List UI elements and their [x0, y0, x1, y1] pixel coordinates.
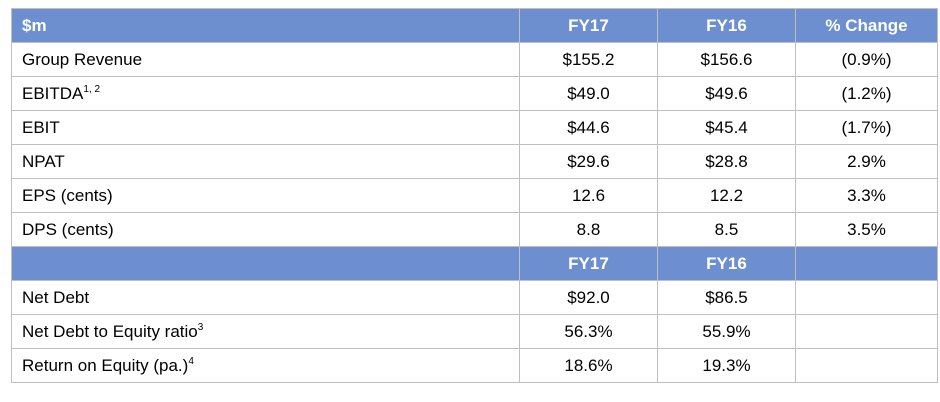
header2-empty [795, 246, 938, 281]
header2-fy16: FY16 [657, 246, 796, 281]
fy17-value: 56.3% [519, 314, 658, 349]
fy16-value: $45.4 [657, 110, 796, 145]
table-row: EBITDA1, 2 $49.0 $49.6 (1.2%) [11, 76, 938, 111]
row-label: Return on Equity (pa.)4 [11, 348, 520, 383]
change-value: 3.3% [795, 178, 938, 213]
change-value: (1.2%) [795, 76, 938, 111]
header-label: $m [11, 8, 520, 43]
fy16-value: $86.5 [657, 280, 796, 315]
fy17-value: $29.6 [519, 144, 658, 179]
row-label: EBIT [11, 110, 520, 145]
header-fy17: FY17 [519, 8, 658, 43]
fy17-value: $155.2 [519, 42, 658, 77]
header-fy16: FY16 [657, 8, 796, 43]
header-row: $m FY17 FY16 % Change [11, 8, 938, 43]
table-row: Net Debt to Equity ratio3 56.3% 55.9% [11, 314, 938, 349]
table-row: Net Debt $92.0 $86.5 [11, 280, 938, 315]
fy17-value: $44.6 [519, 110, 658, 145]
row-label: NPAT [11, 144, 520, 179]
table-row: EBIT $44.6 $45.4 (1.7%) [11, 110, 938, 145]
table-row: NPAT $29.6 $28.8 2.9% [11, 144, 938, 179]
fy17-value: $49.0 [519, 76, 658, 111]
row-label: Group Revenue [11, 42, 520, 77]
header-change: % Change [795, 8, 938, 43]
fy16-value: 55.9% [657, 314, 796, 349]
fy17-value: 12.6 [519, 178, 658, 213]
table-row: EPS (cents) 12.6 12.2 3.3% [11, 178, 938, 213]
table-row: Group Revenue $155.2 $156.6 (0.9%) [11, 42, 938, 77]
change-value: 2.9% [795, 144, 938, 179]
row-label: EBITDA1, 2 [11, 76, 520, 111]
fy17-value: 8.8 [519, 212, 658, 247]
fy17-value: $92.0 [519, 280, 658, 315]
fy16-value: 19.3% [657, 348, 796, 383]
header2-fy17: FY17 [519, 246, 658, 281]
row-label: DPS (cents) [11, 212, 520, 247]
table-row: DPS (cents) 8.8 8.5 3.5% [11, 212, 938, 247]
header-label-empty [11, 246, 520, 281]
change-value: 3.5% [795, 212, 938, 247]
row-label: EPS (cents) [11, 178, 520, 213]
change-value: (1.7%) [795, 110, 938, 145]
table-row: Return on Equity (pa.)4 18.6% 19.3% [11, 348, 938, 383]
change-value: (0.9%) [795, 42, 938, 77]
fy16-value: 8.5 [657, 212, 796, 247]
second-header-row: FY17 FY16 [11, 246, 938, 281]
fy16-value: $28.8 [657, 144, 796, 179]
empty-cell [795, 348, 938, 383]
fy17-value: 18.6% [519, 348, 658, 383]
footnote-ref: 4 [188, 355, 194, 367]
footnote-ref: 3 [197, 321, 204, 333]
empty-cell [795, 280, 938, 315]
footnote-ref: 1, 2 [83, 83, 101, 95]
row-label: Net Debt to Equity ratio3 [11, 314, 520, 349]
row-label: Net Debt [11, 280, 520, 315]
financial-summary-table: $m FY17 FY16 % Change Group Revenue $155… [11, 8, 938, 383]
fy16-value: $49.6 [657, 76, 796, 111]
fy16-value: $156.6 [657, 42, 796, 77]
empty-cell [795, 314, 938, 349]
fy16-value: 12.2 [657, 178, 796, 213]
